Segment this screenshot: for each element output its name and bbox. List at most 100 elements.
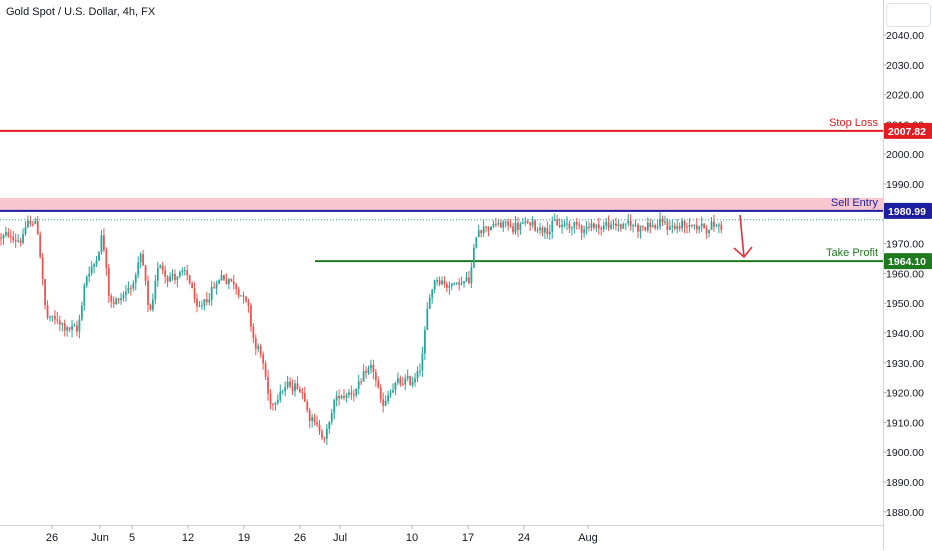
candle-body xyxy=(450,283,453,286)
candle-body xyxy=(345,395,348,398)
candle-body xyxy=(230,278,233,282)
candle-body xyxy=(348,392,350,396)
candle-body xyxy=(683,220,686,227)
candle-body xyxy=(311,416,314,421)
candle-body xyxy=(147,280,149,305)
candle-body xyxy=(436,280,438,282)
candle-body xyxy=(191,283,193,289)
candle-body xyxy=(414,378,416,383)
candle-body xyxy=(85,276,88,286)
candle-body xyxy=(63,322,66,331)
candle-body xyxy=(568,223,571,229)
candle-body xyxy=(156,267,159,281)
candle-body xyxy=(372,364,375,373)
candle-body xyxy=(264,363,267,377)
candle-body xyxy=(575,222,578,225)
candle-body xyxy=(668,226,671,230)
candle-body xyxy=(22,233,24,243)
candle-body xyxy=(362,371,365,382)
candle-body xyxy=(129,287,132,289)
candle-body xyxy=(259,346,262,355)
time-axis[interactable] xyxy=(0,525,883,551)
candle-body xyxy=(19,240,22,243)
candle-body xyxy=(350,392,353,395)
candle-body xyxy=(174,273,176,280)
candle-body xyxy=(463,281,465,284)
candle-body xyxy=(688,225,691,227)
candle-body xyxy=(367,368,370,373)
candle-body xyxy=(394,382,397,391)
candle-body xyxy=(622,223,625,229)
stop-loss-label: Stop Loss xyxy=(829,117,878,129)
candle-body xyxy=(78,319,81,332)
candle-body xyxy=(103,235,105,250)
candle-body xyxy=(198,305,201,307)
candle-body xyxy=(617,224,620,226)
candle-body xyxy=(201,305,203,307)
candle-body xyxy=(421,353,424,371)
candle-body xyxy=(377,380,380,388)
candle-body xyxy=(321,431,323,438)
candle-body xyxy=(316,422,318,425)
candle-body xyxy=(90,266,93,274)
candle-body xyxy=(225,279,228,284)
candle-body xyxy=(51,315,54,317)
candle-body xyxy=(519,223,522,230)
candle-body xyxy=(7,232,10,237)
candle-body xyxy=(634,224,637,226)
candle-body xyxy=(514,222,517,233)
candle-body xyxy=(495,224,497,226)
candle-body xyxy=(411,382,414,385)
candle-body xyxy=(149,304,152,310)
candle-body xyxy=(159,265,162,268)
chart-settings-button[interactable] xyxy=(886,3,931,27)
candle-body xyxy=(83,285,86,306)
candle-body xyxy=(58,320,61,325)
candle-body xyxy=(299,388,301,393)
candle-body xyxy=(558,225,561,227)
candle-body xyxy=(446,283,448,288)
candle-body xyxy=(166,276,169,282)
candle-body xyxy=(73,325,76,327)
candle-body xyxy=(272,403,274,405)
candle-body xyxy=(142,254,144,266)
candle-body xyxy=(612,223,615,225)
candle-body xyxy=(306,401,309,411)
candle-body xyxy=(71,325,73,330)
candle-body xyxy=(700,223,703,227)
candle-body xyxy=(624,223,627,225)
candle-body xyxy=(678,226,681,229)
candle-body xyxy=(468,277,470,284)
candle-body xyxy=(215,283,218,289)
candle-body xyxy=(66,327,69,331)
candle-body xyxy=(193,288,196,299)
candle-body xyxy=(507,221,510,226)
candle-body xyxy=(286,381,289,388)
candle-body xyxy=(301,392,304,394)
candle-body xyxy=(205,299,208,303)
candle-body xyxy=(208,299,211,303)
candle-body xyxy=(686,226,688,228)
candle-body xyxy=(615,223,617,226)
candle-body xyxy=(308,410,311,421)
candle-body xyxy=(441,280,443,285)
candle-body xyxy=(619,224,622,229)
candle-body xyxy=(152,299,154,310)
candle-body xyxy=(482,226,485,234)
candle-body xyxy=(12,236,15,241)
candle-body xyxy=(289,381,291,387)
candle-body xyxy=(480,230,483,234)
candle-body xyxy=(181,270,184,273)
candle-body xyxy=(68,327,71,330)
candle-body xyxy=(639,225,642,232)
price-axis[interactable] xyxy=(883,0,932,550)
candle-body xyxy=(632,225,634,227)
candle-body xyxy=(654,225,657,229)
candle-body xyxy=(642,225,644,228)
candle-body xyxy=(433,280,436,290)
candle-body xyxy=(710,221,713,230)
candle-body xyxy=(117,298,120,301)
candle-body xyxy=(382,399,385,406)
candle-body xyxy=(387,395,389,401)
